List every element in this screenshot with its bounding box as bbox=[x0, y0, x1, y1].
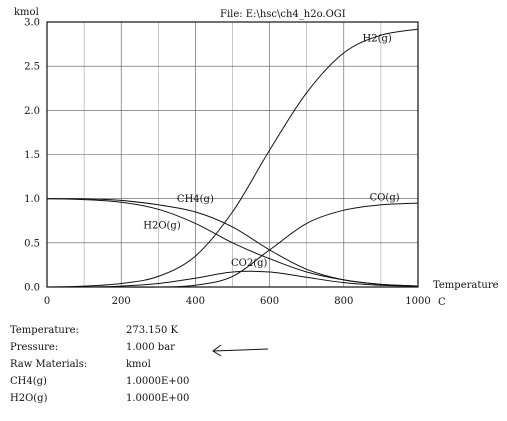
x-tick-label: 400 bbox=[186, 296, 205, 307]
left-arrow-icon bbox=[212, 344, 269, 357]
series-line-h2g bbox=[46, 28, 419, 288]
x-axis-unit: C bbox=[438, 297, 446, 308]
series-line-h2og bbox=[46, 198, 419, 287]
y-tick-label: 0.0 bbox=[24, 283, 40, 294]
y-tick-label: 0.5 bbox=[24, 238, 40, 249]
series-label: CO(g) bbox=[370, 192, 400, 203]
y-tick-label: 1.5 bbox=[24, 150, 40, 161]
y-axis-label: kmol bbox=[14, 7, 39, 18]
info-value: kmol bbox=[126, 359, 151, 370]
equilibrium-chart: 0.00.51.01.52.02.53.0 0 200 400 600 800 1000 … bbox=[14, 7, 499, 308]
info-label: Pressure: bbox=[10, 342, 59, 353]
x-tick-label: 800 bbox=[334, 296, 353, 307]
series-label: CH4(g) bbox=[177, 194, 214, 205]
y-tick-label: 2.5 bbox=[24, 62, 40, 73]
file-label: File: E:\hsc\ch4_h2o.OGI bbox=[220, 9, 346, 20]
info-value: 273.150 K bbox=[126, 325, 179, 336]
info-value: 1.000 bar bbox=[126, 342, 175, 353]
x-tick-label: 600 bbox=[260, 296, 279, 307]
plot-frame bbox=[46, 21, 419, 288]
y-tick-label: 3.0 bbox=[24, 18, 40, 29]
info-value: 1.0000E+00 bbox=[126, 376, 190, 387]
series-labels: H2(g) CH4(g) H2O(g) CO(g) CO2(g) bbox=[143, 33, 399, 268]
info-value: 1.0000E+00 bbox=[126, 393, 190, 404]
info-label: Raw Materials: bbox=[10, 359, 88, 370]
x-tick-label: 200 bbox=[112, 296, 131, 307]
info-label: H2O(g) bbox=[10, 393, 48, 404]
series-label: H2O(g) bbox=[143, 221, 181, 232]
x-tick-label: 0 bbox=[44, 296, 50, 307]
plot-grid bbox=[47, 22, 418, 287]
x-tick-labels: 0 200 400 600 800 1000 bbox=[44, 296, 431, 307]
series-label: H2(g) bbox=[363, 33, 392, 44]
info-label: Temperature: bbox=[10, 325, 79, 336]
series-label: CO2(g) bbox=[231, 258, 268, 269]
x-tick-label: 1000 bbox=[405, 296, 430, 307]
y-tick-label: 1.0 bbox=[24, 194, 40, 205]
y-tick-labels: 0.0 0.5 1.0 1.5 2.0 2.5 3.0 bbox=[24, 18, 40, 294]
info-label: CH4(g) bbox=[10, 376, 47, 387]
x-axis-label: Temperature bbox=[433, 280, 499, 291]
y-tick-label: 2.0 bbox=[24, 106, 40, 117]
